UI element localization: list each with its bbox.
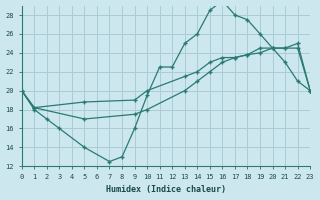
X-axis label: Humidex (Indice chaleur): Humidex (Indice chaleur) (106, 185, 226, 194)
